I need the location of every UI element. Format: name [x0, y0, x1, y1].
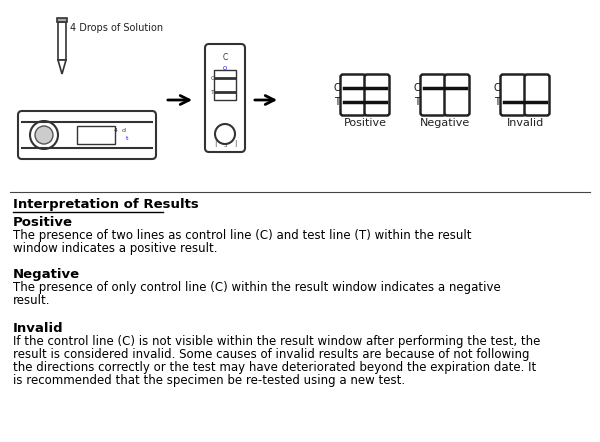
Text: Positive: Positive: [13, 216, 73, 229]
Bar: [77, 126, 115, 144]
Ellipse shape: [215, 124, 235, 144]
FancyBboxPatch shape: [205, 44, 245, 152]
Text: the directions correctly or the test may have deteriorated beyond the expiration: the directions correctly or the test may…: [13, 361, 536, 374]
Text: Invalid: Invalid: [13, 322, 64, 335]
Text: Negative: Negative: [420, 118, 470, 128]
Text: C: C: [333, 83, 340, 93]
Text: If the control line (C) is not visible within the result window after performing: If the control line (C) is not visible w…: [13, 335, 541, 348]
Text: Negative: Negative: [13, 268, 80, 281]
Text: window indicates a positive result.: window indicates a positive result.: [13, 242, 218, 255]
FancyBboxPatch shape: [445, 75, 470, 115]
Text: 5: 5: [223, 143, 227, 148]
Text: C: C: [413, 83, 420, 93]
Text: T: T: [414, 97, 420, 107]
FancyBboxPatch shape: [524, 75, 550, 115]
Text: The presence of two lines as control line (C) and test line (T) within the resul: The presence of two lines as control lin…: [13, 229, 472, 242]
Polygon shape: [58, 60, 66, 74]
Text: T: T: [211, 89, 215, 95]
FancyBboxPatch shape: [341, 75, 365, 115]
Bar: [58, 22, 66, 60]
Text: T: T: [494, 97, 500, 107]
FancyBboxPatch shape: [500, 75, 526, 115]
Circle shape: [35, 126, 53, 144]
Text: C: C: [211, 76, 215, 80]
Text: Interpretation of Results: Interpretation of Results: [13, 198, 199, 211]
FancyBboxPatch shape: [365, 75, 389, 115]
Text: |: |: [234, 140, 236, 147]
Text: Positive: Positive: [343, 118, 386, 128]
Text: Invalid: Invalid: [506, 118, 544, 128]
Text: C: C: [493, 83, 500, 93]
FancyBboxPatch shape: [18, 111, 156, 159]
Text: 4  d: 4 d: [114, 129, 126, 133]
Bar: [57, 18, 67, 22]
Text: 4 Drops of Solution: 4 Drops of Solution: [70, 23, 163, 33]
Text: result is considered invalid. Some causes of invalid results are because of not : result is considered invalid. Some cause…: [13, 348, 530, 361]
Text: is recommended that the specimen be re-tested using a new test.: is recommended that the specimen be re-t…: [13, 374, 405, 387]
FancyBboxPatch shape: [421, 75, 445, 115]
Circle shape: [30, 121, 58, 149]
Text: result.: result.: [13, 294, 50, 307]
Text: T: T: [334, 97, 340, 107]
Text: t: t: [126, 137, 128, 141]
Text: C: C: [223, 53, 227, 62]
Text: |: |: [214, 140, 216, 147]
Text: The presence of only control line (C) within the result window indicates a negat: The presence of only control line (C) wi…: [13, 281, 501, 294]
Bar: [214, 70, 236, 100]
Text: O: O: [223, 65, 227, 71]
